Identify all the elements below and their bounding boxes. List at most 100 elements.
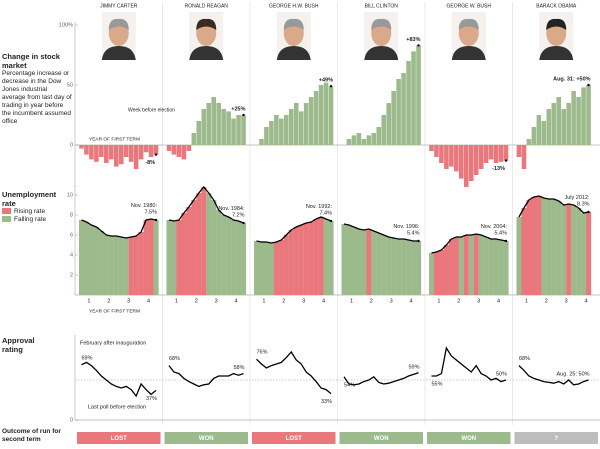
approval-line <box>168 365 244 388</box>
unemp-label: Unemployment rate Rising rate Falling ra… <box>2 190 72 224</box>
unemployment-bar <box>216 210 222 295</box>
approval-label: Approval rating <box>2 336 47 354</box>
unemployment-bar <box>303 223 309 295</box>
stock-end-label: +25% <box>231 106 245 112</box>
unemployment-bar <box>351 227 357 295</box>
unemployment-bar <box>221 215 227 295</box>
stock-bar <box>241 115 246 145</box>
unemployment-bar <box>346 225 352 295</box>
stock-bar <box>191 133 197 145</box>
unemployment-bar <box>391 238 397 295</box>
unemployment-bar <box>196 193 202 295</box>
president-name: BILL CLINTON <box>365 3 399 9</box>
unemployment-bar <box>181 213 187 295</box>
year-label: 4 <box>410 298 413 304</box>
label-line: Nov. 1984: <box>218 206 245 212</box>
stock-bar <box>206 103 212 145</box>
axis-note: YEAR OF FIRST TERM <box>89 308 140 314</box>
year-label: 4 <box>147 298 150 304</box>
unemployment-bar <box>468 235 474 295</box>
stock-end-label: +83% <box>406 37 420 43</box>
stock-bar <box>381 115 387 145</box>
end-dot <box>417 44 420 47</box>
outcome-box <box>77 432 161 444</box>
end-dot <box>154 153 158 156</box>
unemployment-bar <box>498 240 504 295</box>
outcome-box <box>427 432 511 444</box>
stock-end-label: -8% <box>145 160 155 166</box>
unemployment-bar <box>586 212 592 295</box>
stock-bar <box>118 145 124 165</box>
approval-end-label: 59% <box>409 364 420 370</box>
year-label: 4 <box>322 298 325 304</box>
portrait-suit <box>101 46 136 60</box>
unemployment-end-label: July 2012: 8.3% <box>564 195 590 208</box>
portrait-suit <box>364 46 399 60</box>
president-name: JIMMY CARTER <box>100 3 138 9</box>
stock-bar <box>328 86 334 145</box>
president-name: GEORGE H.W. BUSH <box>269 3 319 9</box>
label-line: Nov. 2004: <box>481 224 508 230</box>
end-dot <box>587 83 590 87</box>
unemployment-bar <box>521 208 527 295</box>
stock-bar <box>123 145 129 157</box>
unemployment-bar <box>231 220 237 295</box>
stock-subtitle: Percentage increase or decrease in the D… <box>2 70 72 125</box>
unemployment-bar <box>123 238 129 295</box>
stock-bar <box>288 109 294 145</box>
year-label: 1 <box>262 298 265 304</box>
approval-line <box>256 350 332 395</box>
outcome-title: Outcome of run for second term <box>2 428 61 443</box>
unemployment-end-label: Nov. 1980: 7.5% <box>131 203 158 216</box>
stock-bar <box>361 139 367 145</box>
unemployment-bar <box>236 221 242 295</box>
end-dot <box>242 221 245 225</box>
unemployment-bar <box>341 224 347 295</box>
unemployment-bar <box>148 219 154 295</box>
unemployment-bar <box>298 225 304 295</box>
stock-bar <box>99 145 104 157</box>
unemployment-bar <box>201 187 207 295</box>
unemployment-bar <box>433 252 440 295</box>
y-tick-label: 2 <box>70 272 73 278</box>
stock-bar <box>429 145 434 151</box>
stock-bar <box>313 91 319 145</box>
stock-bar <box>298 111 304 145</box>
stock-bar <box>521 145 527 169</box>
unemployment-bar <box>268 243 274 295</box>
year-label: 1 <box>525 298 528 304</box>
unemployment-bar <box>328 221 334 295</box>
unemployment-bar <box>226 217 232 295</box>
end-dot <box>329 219 333 223</box>
year-label: 2 <box>457 298 460 304</box>
unemployment-bar <box>133 236 139 295</box>
outcome-box <box>252 432 336 444</box>
end-dot <box>242 113 245 117</box>
outcome-label: Outcome of run for second term <box>2 428 82 444</box>
president-name: BARACK OBAMA <box>536 3 577 9</box>
unemployment-bar <box>361 230 367 295</box>
stock-bar <box>318 85 324 145</box>
stock-bar <box>366 135 372 145</box>
approval-line <box>81 361 157 398</box>
unemployment-bar <box>128 237 134 295</box>
stock-bar <box>259 139 264 145</box>
approval-end-label: 33% <box>321 399 332 405</box>
y-tick-label: 8 <box>70 212 73 218</box>
unemployment-bar <box>406 240 412 295</box>
legend-item: Falling rate <box>2 216 72 224</box>
unemployment-bar <box>83 222 90 295</box>
stock-bar <box>94 145 99 162</box>
year-label: 2 <box>370 298 373 304</box>
unemployment-bar <box>453 237 459 295</box>
unemployment-bar <box>571 205 577 295</box>
stock-bar <box>391 91 396 145</box>
stock-bar <box>279 118 284 145</box>
end-dot <box>504 159 508 162</box>
unemployment-bar <box>551 199 557 295</box>
unemployment-bar <box>416 241 422 295</box>
stock-bar <box>503 145 509 161</box>
stock-bar <box>89 145 94 160</box>
approval-end-label: Aug. 25: 50% <box>557 371 590 377</box>
